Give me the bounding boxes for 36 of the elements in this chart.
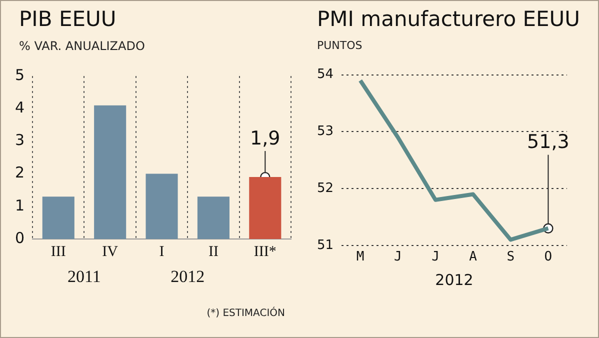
x-tick-label: J [394, 250, 402, 265]
y-tick-label: 4 [14, 98, 25, 116]
x-tick-label: J [432, 250, 440, 265]
y-tick-label: 51 [316, 238, 334, 253]
x-tick-label: O [544, 250, 552, 265]
bar [249, 177, 282, 239]
y-tick-label: 1 [14, 196, 25, 214]
x-tick-label: II [208, 244, 218, 260]
y-tick-label: 5 [14, 66, 25, 84]
text: 2012 [170, 267, 205, 287]
data-label: 1,9 [250, 127, 280, 150]
y-axis-title: % VAR. ANUALIZADO [19, 39, 145, 53]
y-tick-label: 0 [14, 228, 25, 247]
y-axis-title: PUNTOS [317, 39, 362, 52]
y-tick-label: 2 [14, 164, 25, 182]
text: 2011 [68, 267, 101, 287]
x-tick-label: III [50, 244, 66, 260]
bar [146, 174, 178, 239]
bar [197, 196, 230, 239]
chart-title: PMI manufacturero EEUU [317, 7, 580, 31]
x-axis-title: 2012 [435, 271, 474, 289]
y-tick-label: 54 [316, 67, 334, 82]
text: (*) ESTIMACIÓN [206, 308, 285, 319]
x-tick-label: I [159, 244, 164, 260]
x-tick-label: M [356, 250, 364, 265]
x-tick-label: S [506, 250, 515, 265]
x-tick-label: A [469, 250, 478, 265]
x-tick-label: III* [254, 244, 276, 260]
chart-title: PIB EEUU [19, 7, 116, 31]
y-tick-label: 52 [316, 180, 334, 196]
bar [94, 105, 126, 239]
y-tick-label: 3 [14, 131, 25, 150]
bar [42, 196, 74, 239]
x-tick-label: IV [102, 244, 118, 260]
y-tick-label: 53 [316, 124, 334, 140]
data-label: 51,3 [527, 131, 570, 154]
